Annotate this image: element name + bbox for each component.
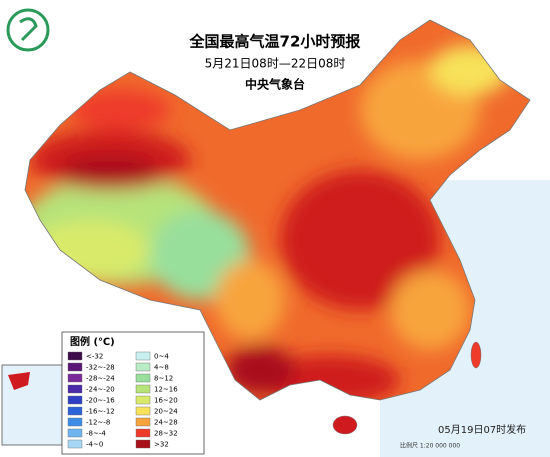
legend-label: -16~-12 [86,408,115,416]
legend-label: -20~-16 [86,397,115,405]
legend-label: 28~32 [154,430,178,438]
legend-swatch [67,395,83,405]
issued: 05月19日07时发布 [438,423,526,436]
legend-label: -12~-8 [86,419,110,427]
legend-swatch [67,439,83,449]
legend-swatch [67,351,83,361]
legend-label: <-32 [86,353,103,361]
legend-swatch [135,351,151,361]
legend-label: 4~8 [154,364,169,372]
scale: 比例尺 1:20 000 000 [400,442,460,450]
legend-swatch [67,428,83,438]
hainan [332,415,358,435]
inset-land [8,372,30,390]
legend-title: 图例 (℃) [70,335,115,348]
legend-label: -28~-24 [86,375,115,383]
legend-label: -4~0 [86,441,103,449]
legend-swatch [135,373,151,383]
legend-swatch [135,439,151,449]
legend-swatch [67,417,83,427]
legend-swatch [135,428,151,438]
taiwan [470,341,482,369]
legend-label: 8~12 [154,375,173,383]
legend-label: >32 [154,441,169,449]
title: 全国最高气温72小时预报 [189,33,361,51]
legend-swatch [135,406,151,416]
legend-swatch [135,395,151,405]
legend-swatch [67,384,83,394]
legend-label: 16~20 [154,397,178,405]
legend-box [61,331,205,455]
legend-label: 0~4 [154,353,169,361]
subtitle: 5月21日08时—22日08时 [205,57,346,71]
legend: 图例 (℃) <-32 -32~-28 -28~-24 -24~-20 -20~-16 -… [61,331,205,455]
agency: 中央气象台 [245,77,305,92]
legend-label: 20~24 [154,408,178,416]
logo [6,8,50,52]
legend-swatch [67,373,83,383]
legend-label: -24~-20 [86,386,115,394]
legend-swatch [135,417,151,427]
legend-label: 24~28 [154,419,178,427]
legend-swatch [67,362,83,372]
border [24,19,531,401]
legend-swatch [135,384,151,394]
legend-swatch [67,406,83,416]
logo-mark [19,17,38,42]
legend-label: -8~-4 [86,430,106,438]
legend-swatch [135,362,151,372]
legend-label: -32~-28 [86,364,115,372]
legend-label: 12~16 [154,386,178,394]
